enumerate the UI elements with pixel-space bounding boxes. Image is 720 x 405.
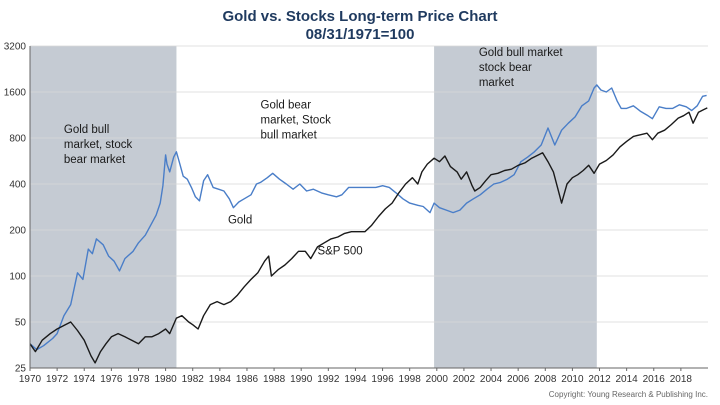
x-tick-label-1992: 1992 <box>317 374 340 385</box>
x-tick-label-1988: 1988 <box>263 374 286 385</box>
x-tick-label-1982: 1982 <box>182 374 205 385</box>
y-tick-label-100: 100 <box>9 272 26 283</box>
series-line-gold <box>29 84 707 351</box>
x-tick-label-2002: 2002 <box>453 374 476 385</box>
y-tick-label-200: 200 <box>9 226 26 237</box>
x-tick-label-1996: 1996 <box>371 374 394 385</box>
period-annotation-1-line-1: Gold bear <box>261 99 312 111</box>
chart-title: Gold vs. Stocks Long-term Price Chart <box>222 8 497 25</box>
x-tick-label-1986: 1986 <box>236 374 259 385</box>
x-tick-label-2016: 2016 <box>643 374 666 385</box>
x-tick-label-2012: 2012 <box>588 374 611 385</box>
x-tick-label-2010: 2010 <box>561 374 584 385</box>
series-label-s-p-500: S&P 500 <box>317 246 362 258</box>
y-tick-label-1600: 1600 <box>4 88 27 99</box>
period-annotation-1-line-3: bull market <box>261 129 318 141</box>
series-line-s-p-500 <box>29 107 708 364</box>
copyright-text: Copyright: Young Research & Publishing I… <box>549 390 708 399</box>
shaded-period-1-label-line-1: Gold bull <box>64 124 109 136</box>
x-tick-label-1980: 1980 <box>154 374 177 385</box>
x-tick-label-1990: 1990 <box>290 374 313 385</box>
period-annotation-1-line-2: market, Stock <box>261 114 332 126</box>
axes: 25 50 100 200 400 800 1600 3200 1970 1972 1974 1976… <box>4 42 708 385</box>
x-tick-label-1978: 1978 <box>127 374 150 385</box>
x-tick-label-2000: 2000 <box>426 374 449 385</box>
x-tick-label-1976: 1976 <box>100 374 123 385</box>
x-tick-label-1994: 1994 <box>344 374 367 385</box>
shaded-period-2-label-line-3: market <box>479 77 515 89</box>
shaded-period-1-label-line-2: market, stock <box>64 139 133 151</box>
x-tick-label-1984: 1984 <box>209 374 232 385</box>
x-tick-label-2014: 2014 <box>616 374 639 385</box>
x-tick-label-2006: 2006 <box>507 374 530 385</box>
shaded-period-2 <box>434 46 597 368</box>
x-tick-label-2018: 2018 <box>670 374 693 385</box>
y-tick-label-3200: 3200 <box>4 42 27 53</box>
y-tick-label-400: 400 <box>9 180 26 191</box>
chart-subtitle: 08/31/1971=100 <box>306 26 415 43</box>
x-tick-label-2008: 2008 <box>534 374 557 385</box>
shaded-period-2-label-line-1: Gold bull market <box>479 47 564 59</box>
shaded-periods <box>30 46 597 368</box>
annotations: Gold S&P 500 Gold bull market, stock bear ma… <box>64 47 563 258</box>
gridlines <box>30 45 708 369</box>
y-tick-label-800: 800 <box>9 134 26 145</box>
shaded-period-1 <box>30 46 177 368</box>
x-tick-label-2004: 2004 <box>480 374 503 385</box>
y-tick-label-25: 25 <box>15 364 27 375</box>
shaded-period-2-label-line-2: stock bear <box>479 62 532 74</box>
y-tick-label-50: 50 <box>15 318 27 329</box>
x-tick-label-1970: 1970 <box>19 374 42 385</box>
shaded-period-1-label-line-3: bear market <box>64 154 126 166</box>
series-lines <box>29 84 708 364</box>
x-tick-label-1974: 1974 <box>73 374 96 385</box>
x-tick-label-1972: 1972 <box>46 374 69 385</box>
x-tick-label-1998: 1998 <box>399 374 422 385</box>
series-label-gold: Gold <box>228 215 252 227</box>
